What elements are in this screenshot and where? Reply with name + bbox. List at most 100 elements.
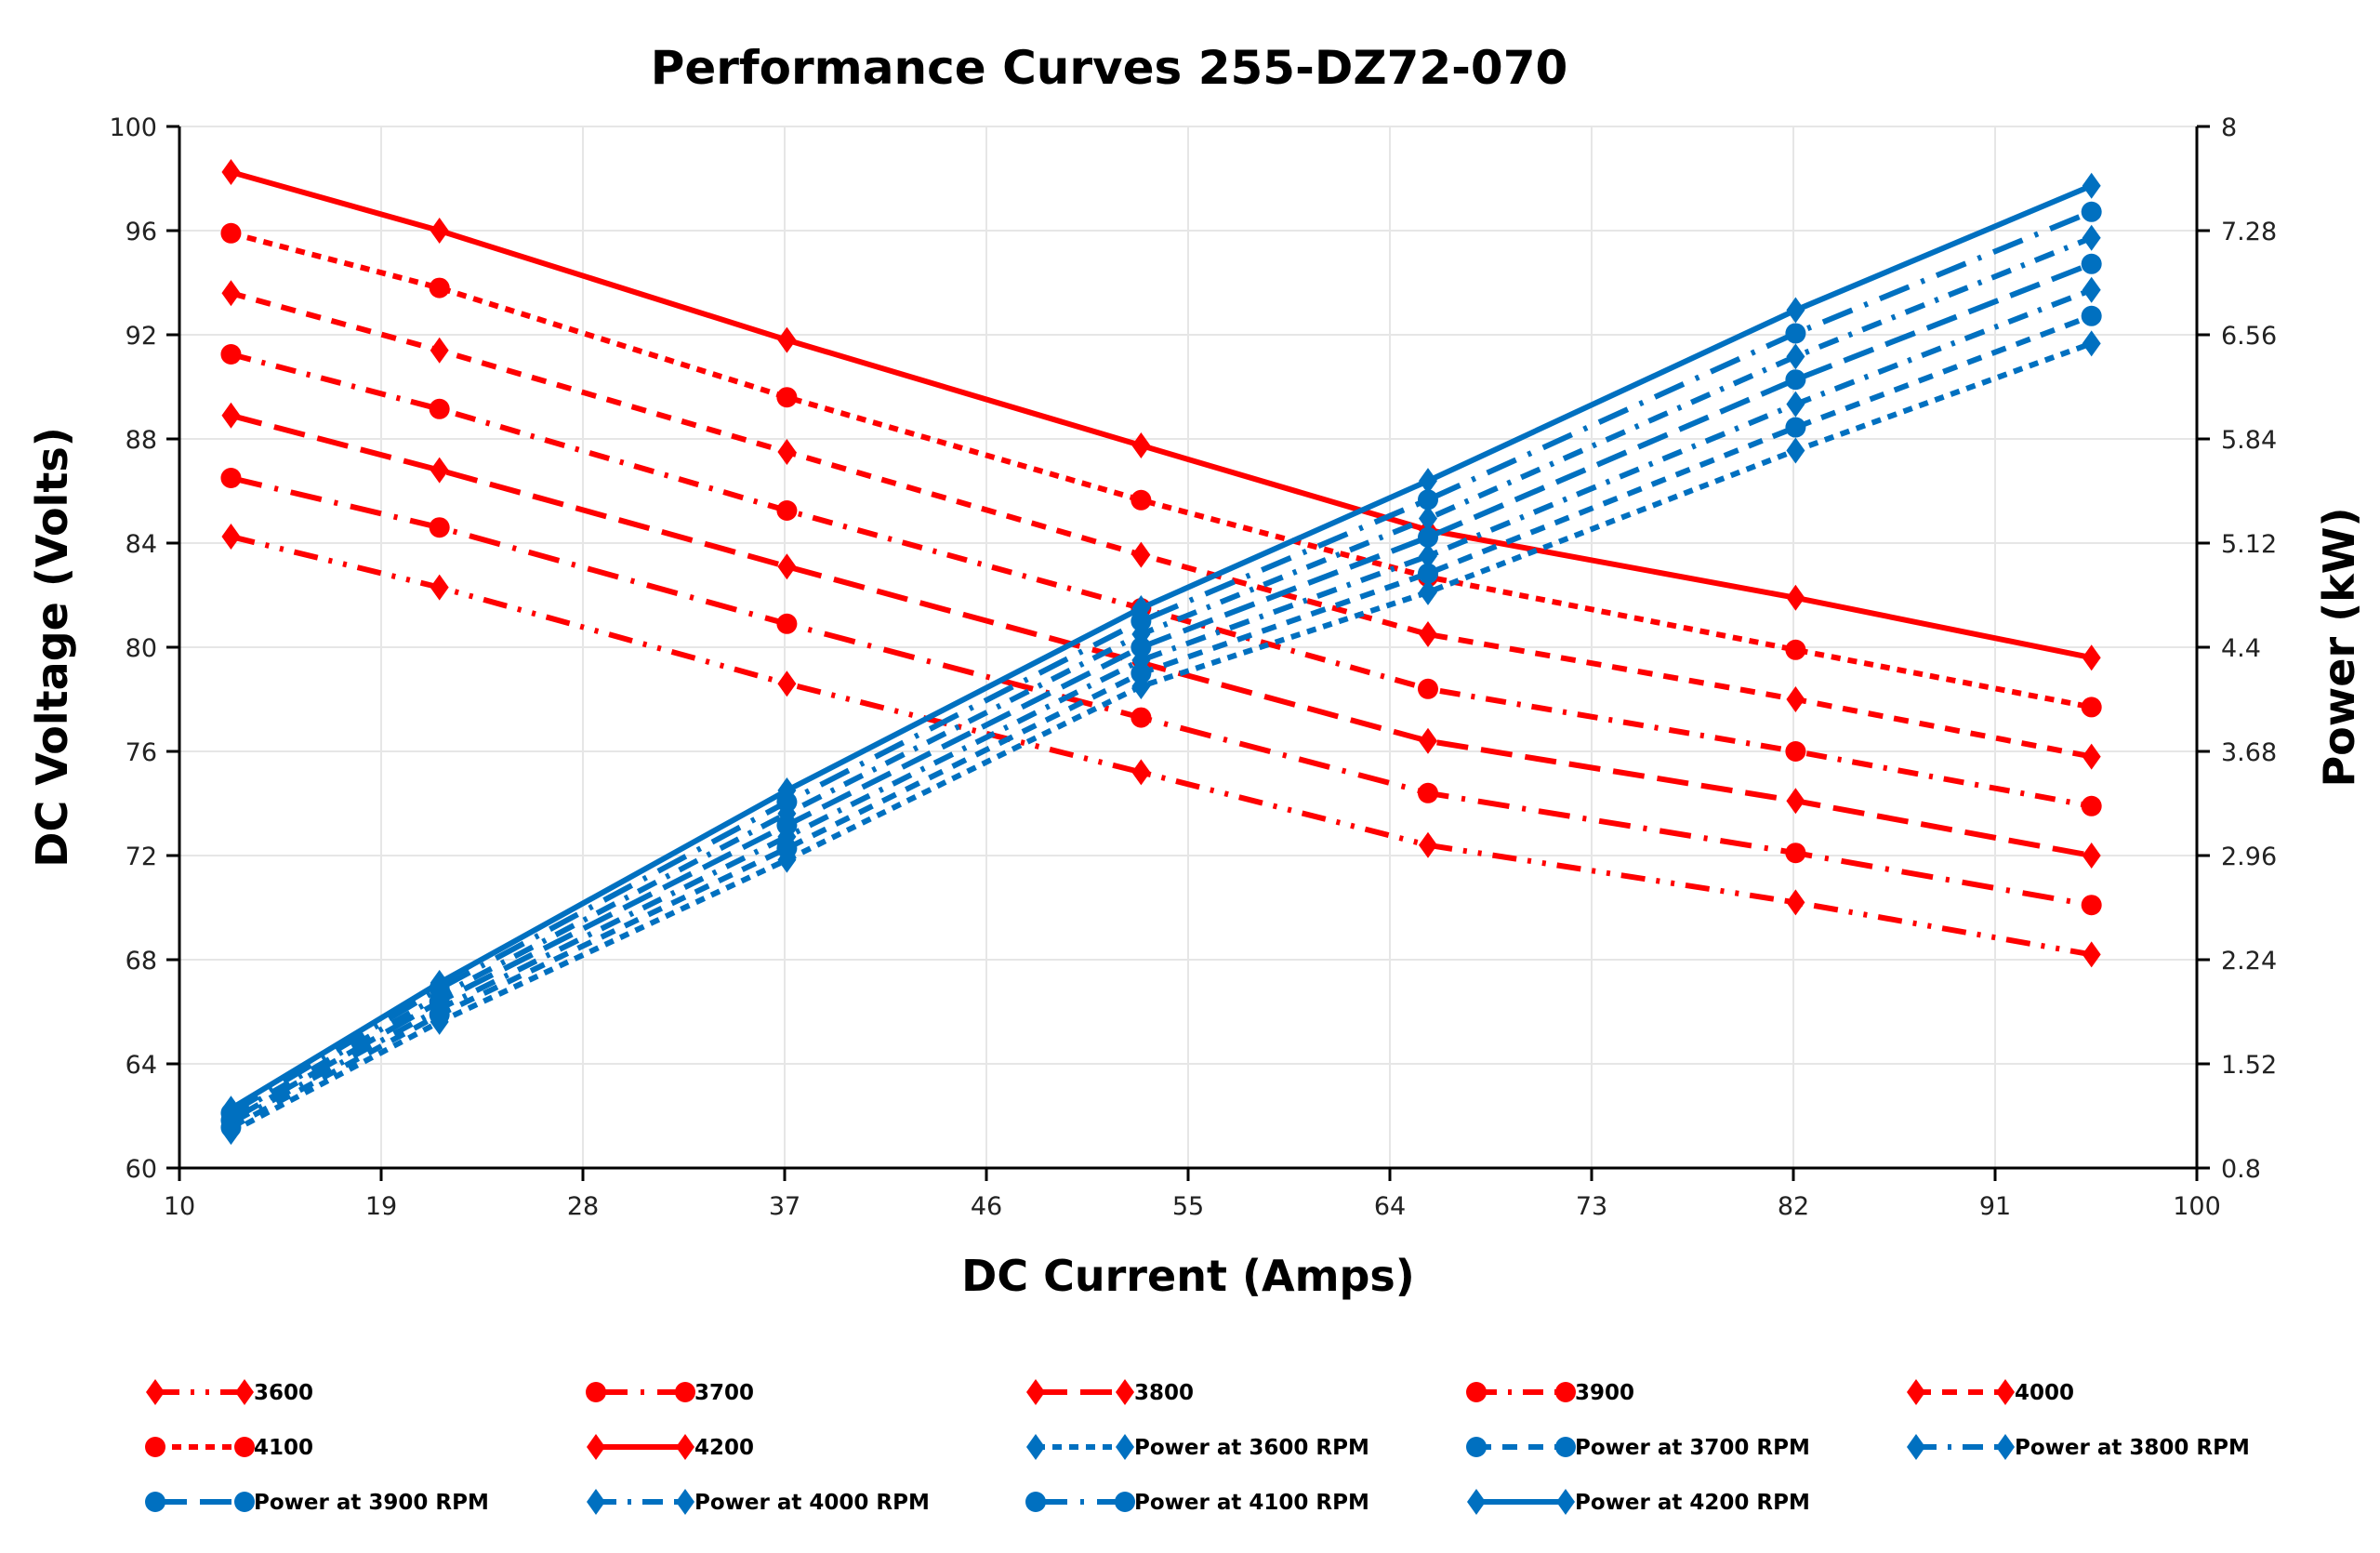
legend-label: 4100 bbox=[254, 1436, 313, 1460]
legend-marker bbox=[145, 1492, 165, 1512]
legend-marker bbox=[1907, 1379, 1925, 1405]
legend-label: Power at 4200 RPM bbox=[1575, 1491, 1810, 1515]
data-point bbox=[429, 517, 450, 538]
data-point bbox=[1131, 432, 1151, 458]
legend-entry: 3800 bbox=[1026, 1379, 1194, 1405]
legend-marker bbox=[145, 1437, 165, 1457]
y-tick-label: 88 bbox=[126, 426, 157, 455]
data-point bbox=[2081, 201, 2102, 222]
data-point bbox=[1786, 437, 1805, 464]
data-point bbox=[429, 277, 450, 299]
legend-marker bbox=[234, 1437, 255, 1457]
y2-tick-label: 2.24 bbox=[2221, 947, 2277, 976]
data-point bbox=[777, 670, 797, 697]
data-point bbox=[2082, 172, 2101, 199]
legend-marker bbox=[1026, 1434, 1045, 1460]
legend-marker bbox=[587, 1489, 605, 1515]
legend-marker bbox=[675, 1382, 695, 1402]
series-power-at-3900-rpm bbox=[220, 253, 2102, 1131]
legend-marker bbox=[1116, 1434, 1134, 1460]
data-point bbox=[1131, 759, 1151, 786]
series-line bbox=[230, 312, 2093, 1131]
data-point bbox=[1785, 417, 1806, 438]
y-tick-label: 64 bbox=[126, 1051, 157, 1080]
legend-label: 4000 bbox=[2015, 1381, 2074, 1405]
legend-entry: Power at 4100 RPM bbox=[1025, 1491, 1369, 1515]
legend-label: Power at 3800 RPM bbox=[2015, 1436, 2250, 1460]
y2-axis-label: Power (kW) bbox=[2314, 507, 2364, 787]
legend-marker bbox=[1996, 1379, 2015, 1405]
x-tick-label: 46 bbox=[971, 1192, 1002, 1221]
legend-marker bbox=[235, 1379, 254, 1405]
legend-marker bbox=[1467, 1489, 1486, 1515]
legend-label: 3800 bbox=[1134, 1381, 1194, 1405]
legend-label: 3900 bbox=[1575, 1381, 1634, 1405]
legend-marker bbox=[1996, 1434, 2015, 1460]
data-point bbox=[777, 326, 797, 353]
x-tick-label: 28 bbox=[567, 1192, 599, 1221]
data-point bbox=[777, 439, 797, 465]
legend-marker bbox=[1466, 1382, 1487, 1402]
y2-tick-label: 5.12 bbox=[2221, 530, 2277, 559]
y-tick-label: 72 bbox=[126, 843, 157, 871]
y-tick-label: 80 bbox=[126, 634, 157, 663]
legend-entry: 3600 bbox=[146, 1379, 313, 1405]
data-point bbox=[220, 222, 242, 244]
data-point bbox=[1130, 707, 1152, 728]
data-point bbox=[221, 1095, 241, 1122]
legend-label: Power at 3600 RPM bbox=[1134, 1436, 1369, 1460]
data-point bbox=[430, 337, 449, 364]
data-point bbox=[1417, 782, 1438, 803]
data-point bbox=[221, 402, 241, 429]
data-point bbox=[1786, 788, 1805, 815]
y2-tick-label: 0.8 bbox=[2221, 1155, 2261, 1184]
data-point bbox=[777, 777, 797, 803]
x-tick-label: 82 bbox=[1778, 1192, 1809, 1221]
data-point bbox=[221, 280, 241, 307]
data-point bbox=[1417, 678, 1438, 699]
data-point bbox=[1786, 391, 1805, 418]
data-point bbox=[1785, 369, 1806, 391]
y-tick-label: 92 bbox=[126, 322, 157, 351]
y2-tick-label: 6.56 bbox=[2221, 322, 2277, 351]
x-tick-label: 64 bbox=[1374, 1192, 1406, 1221]
legend-entry: 4200 bbox=[587, 1434, 754, 1460]
data-point bbox=[2082, 843, 2101, 869]
data-point bbox=[1131, 541, 1151, 568]
x-tick-label: 91 bbox=[1979, 1192, 2011, 1221]
data-point bbox=[1418, 727, 1437, 754]
series-3600 bbox=[221, 524, 2101, 968]
y2-tick-label: 1.52 bbox=[2221, 1051, 2277, 1080]
legend-label: Power at 3700 RPM bbox=[1575, 1436, 1810, 1460]
gridlines bbox=[178, 126, 2198, 1169]
data-point bbox=[1785, 639, 1806, 660]
data-point bbox=[1418, 468, 1437, 495]
legend-entry: 4100 bbox=[145, 1436, 313, 1460]
x-tick-label: 73 bbox=[1576, 1192, 1607, 1221]
data-point bbox=[1785, 843, 1806, 864]
y2-tick-label: 8 bbox=[2221, 113, 2237, 142]
data-point bbox=[2081, 697, 2102, 718]
data-point bbox=[1417, 489, 1438, 511]
series-line bbox=[229, 260, 2093, 1123]
legend-entry: Power at 3900 RPM bbox=[145, 1491, 489, 1515]
series-line bbox=[230, 475, 2093, 909]
y-tick-label: 100 bbox=[109, 113, 157, 142]
data-point bbox=[2082, 224, 2101, 251]
legend-entry: Power at 3600 RPM bbox=[1026, 1434, 1369, 1460]
data-point bbox=[2082, 644, 2101, 671]
legend-marker bbox=[146, 1379, 165, 1405]
legend-marker bbox=[1025, 1492, 1046, 1512]
legend-entry: 4000 bbox=[1907, 1379, 2074, 1405]
series-3700 bbox=[220, 468, 2102, 916]
data-point bbox=[776, 613, 798, 634]
legend-marker bbox=[1907, 1434, 1925, 1460]
legend-label: 4200 bbox=[694, 1436, 754, 1460]
x-tick-label: 37 bbox=[769, 1192, 800, 1221]
data-point bbox=[2082, 276, 2101, 303]
data-point bbox=[1786, 584, 1805, 611]
y-tick-label: 96 bbox=[126, 218, 157, 246]
x-tick-label: 55 bbox=[1172, 1192, 1204, 1221]
